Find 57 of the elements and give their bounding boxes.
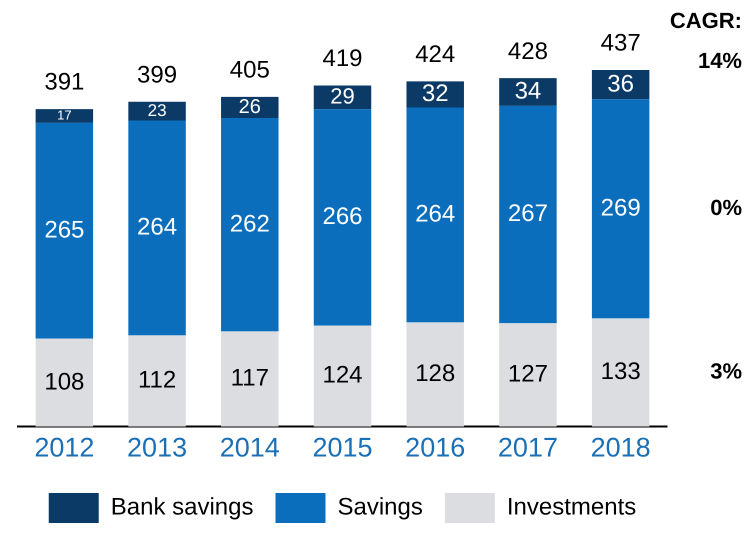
data-label: 264	[137, 214, 178, 241]
bar	[36, 109, 94, 123]
total-label: 424	[415, 41, 456, 68]
x-tick-label: 2014	[220, 432, 280, 462]
data-label: 128	[415, 360, 456, 388]
bar	[592, 318, 650, 427]
total-label: 419	[322, 45, 363, 72]
data-label: 124	[322, 362, 363, 389]
bar	[36, 338, 94, 427]
data-label: 112	[138, 366, 176, 394]
data-label: 23	[148, 100, 167, 120]
bar	[314, 109, 372, 326]
x-tick-label: 2018	[590, 432, 651, 462]
data-label: 108	[44, 368, 84, 396]
data-label: 117	[230, 364, 269, 392]
bar	[128, 335, 186, 427]
bar	[499, 323, 557, 427]
x-tick-label: 2013	[127, 432, 188, 462]
total-label: 391	[44, 68, 84, 96]
text: 3%	[710, 358, 742, 384]
x-tick-label: 2017	[498, 432, 558, 462]
bar	[499, 106, 557, 324]
data-label: 264	[415, 200, 456, 228]
total-label: 437	[600, 30, 641, 57]
total-label: 399	[137, 61, 178, 88]
x-tick-label: 2016	[405, 432, 466, 462]
data-label: 266	[322, 202, 363, 230]
bar	[406, 107, 464, 322]
data-label: 262	[230, 210, 270, 238]
bar	[406, 322, 464, 427]
data-label: 133	[600, 358, 641, 386]
bar	[221, 118, 279, 332]
bar	[128, 120, 186, 336]
total-label: 405	[230, 56, 270, 84]
text: 0%	[710, 194, 742, 220]
data-label: 34	[514, 78, 542, 105]
legend-label: Bank savings	[110, 494, 254, 521]
total-label: 428	[508, 38, 548, 65]
legend-label: Investments	[506, 494, 636, 521]
data-label: 269	[600, 194, 641, 222]
text: CAGR:	[670, 8, 742, 34]
legend-label: Savings	[337, 494, 423, 521]
bar	[221, 331, 279, 427]
x-tick-label: 2012	[34, 432, 94, 462]
data-label: 29	[330, 83, 355, 108]
x-tick-label: 2015	[312, 432, 373, 462]
data-label: 267	[508, 200, 548, 228]
data-label: 265	[44, 216, 84, 244]
data-label: 32	[422, 80, 449, 108]
data-label: 17	[57, 108, 72, 123]
text: 14%	[698, 48, 742, 74]
bar	[36, 122, 94, 339]
bar	[592, 99, 650, 318]
bar	[314, 326, 372, 427]
data-label: 127	[508, 360, 548, 388]
data-label: 36	[607, 70, 634, 98]
data-label: 26	[238, 96, 261, 118]
